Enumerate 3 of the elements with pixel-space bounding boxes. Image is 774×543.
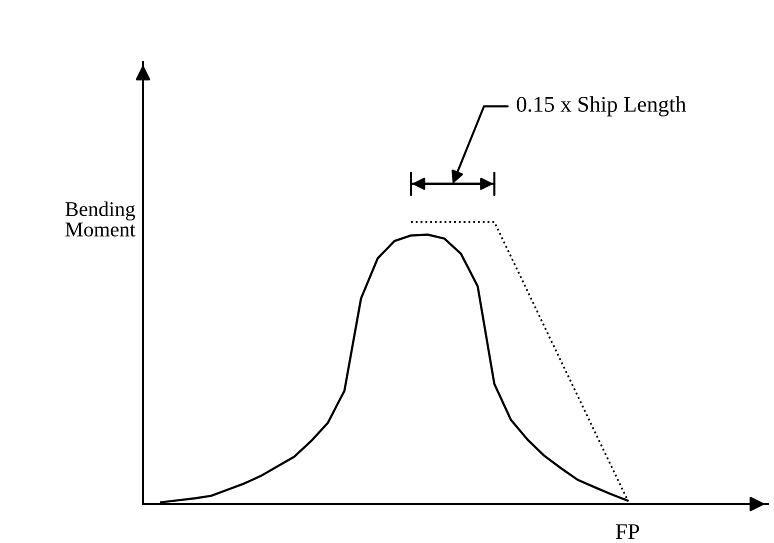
text: FP	[616, 524, 640, 539]
text: 0.15 x Ship Length	[516, 96, 686, 116]
y-axis-title: Bending Moment	[65, 201, 136, 237]
